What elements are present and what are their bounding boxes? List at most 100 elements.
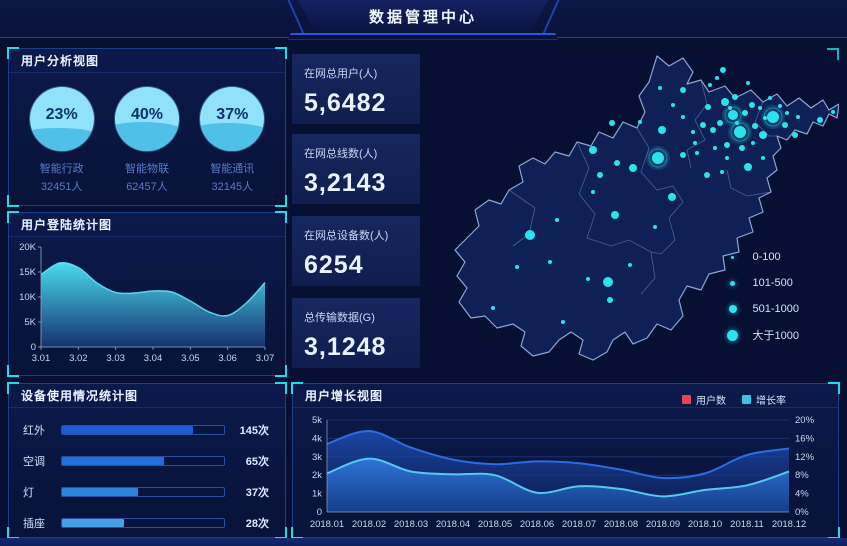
panel-user-analysis: 用户分析视图 23% 智能行政 32451人 40% 智能物联 62457人 bbox=[7, 47, 287, 206]
login-stats-chart[interactable]: 0 5K 10K 15K 20K 3.01 3.02 3.03 3.04 3.05 3.06 3.07 bbox=[9, 237, 275, 373]
stat-card-total-users: 在网总用户(人) 5,6482 bbox=[292, 54, 420, 124]
panel-device-usage-title: 设备使用情况统计图 bbox=[9, 384, 285, 408]
panel-login-stats: 用户登陆统计图 0 5K 10K 15K 20K 3.01 3.02 3.03 3.04 3.05… bbox=[7, 211, 287, 376]
bar-row-socket: 插座 28次 bbox=[23, 515, 269, 531]
svg-text:0: 0 bbox=[31, 342, 36, 353]
stat-card-total-lines: 在网总线数(人) 3,2143 bbox=[292, 134, 420, 204]
gauge-percent: 37% bbox=[216, 106, 249, 123]
panel-device-usage: 设备使用情况统计图 红外 145次 空调 65次 灯 37次 插座 28次 bbox=[7, 382, 287, 538]
svg-text:2018.05: 2018.05 bbox=[478, 519, 512, 530]
user-growth-chart[interactable]: 0 1k 2k 3k 4k 5k 0% 4% 8% 12% 16% 20% 2018.01 2018.02… bbox=[293, 408, 833, 536]
gauge-label: 智能物联 bbox=[124, 163, 169, 175]
map-inner-borders bbox=[508, 79, 777, 295]
gauge-circle: 37% bbox=[200, 87, 265, 151]
svg-text:5k: 5k bbox=[312, 415, 322, 426]
svg-text:2018.01: 2018.01 bbox=[310, 519, 344, 530]
title-underline-decor bbox=[288, 33, 558, 40]
legend-swatch-icon bbox=[682, 395, 691, 404]
legend-label: 大于1000 bbox=[752, 330, 799, 342]
gauge-circle: 40% bbox=[114, 87, 179, 151]
stat-value: 3,1248 bbox=[304, 333, 387, 361]
bar-category: 插座 bbox=[23, 518, 45, 530]
svg-text:2k: 2k bbox=[312, 470, 322, 481]
growth-chart-legend: 用户数 增长率 bbox=[682, 392, 786, 407]
bar-category: 灯 bbox=[23, 487, 34, 499]
stat-card-total-data: 总传输数据(G) 3,1248 bbox=[292, 298, 420, 368]
map-scatter-dots bbox=[491, 67, 835, 324]
legend-label: 0-100 bbox=[752, 251, 781, 263]
svg-text:20K: 20K bbox=[19, 242, 37, 253]
legend-dot-icon bbox=[728, 305, 737, 313]
legend-item-growth-rate[interactable]: 增长率 bbox=[742, 392, 786, 407]
svg-text:2018.11: 2018.11 bbox=[730, 519, 764, 530]
gauge-liquid-fill bbox=[29, 127, 94, 151]
gauge-percent: 23% bbox=[45, 106, 78, 123]
stat-label: 在网总线数(人) bbox=[304, 148, 378, 160]
legend-dot-icon bbox=[730, 280, 735, 286]
map-svg[interactable] bbox=[425, 48, 840, 376]
gauge-count: 62457人 bbox=[126, 181, 168, 193]
map-legend: 0-100 101-500 501-1000 大于1000 bbox=[727, 244, 800, 348]
header: 数据管理中心 bbox=[0, 0, 847, 40]
svg-text:15K: 15K bbox=[19, 267, 37, 278]
gauge-label: 智能行政 bbox=[39, 163, 84, 175]
page-title: 数据管理中心 bbox=[298, 0, 548, 33]
svg-text:4%: 4% bbox=[795, 489, 809, 500]
svg-text:3.04: 3.04 bbox=[144, 353, 163, 364]
svg-text:2018.02: 2018.02 bbox=[352, 519, 386, 530]
bar-track bbox=[61, 456, 225, 466]
svg-text:12%: 12% bbox=[795, 452, 815, 463]
gauge-percent: 40% bbox=[130, 106, 163, 123]
svg-text:16%: 16% bbox=[795, 433, 815, 444]
stat-label: 总传输数据(G) bbox=[304, 312, 375, 324]
svg-text:2018.04: 2018.04 bbox=[436, 519, 470, 530]
legend-dot-icon bbox=[727, 329, 738, 341]
gauge-count: 32145人 bbox=[211, 181, 254, 193]
bar-row-ac: 空调 65次 bbox=[23, 453, 269, 469]
svg-text:1k: 1k bbox=[312, 489, 322, 500]
bar-track bbox=[61, 518, 225, 528]
svg-text:5K: 5K bbox=[24, 317, 36, 328]
svg-text:2018.06: 2018.06 bbox=[520, 519, 554, 530]
gauge-circle: 23% bbox=[29, 87, 94, 151]
bar-row-light: 灯 37次 bbox=[23, 484, 269, 500]
gauge-smart-admin: 23% 智能行政 32451人 bbox=[23, 87, 101, 194]
bar-value: 28次 bbox=[245, 518, 269, 530]
svg-text:2018.09: 2018.09 bbox=[646, 519, 680, 530]
panel-user-growth: 用户增长视图 用户数 增长率 0 1k 2k 3k 4k 5 bbox=[291, 382, 840, 538]
svg-text:2018.08: 2018.08 bbox=[604, 519, 638, 530]
gauge-row: 23% 智能行政 32451人 40% 智能物联 62457人 37% 智能通讯 bbox=[9, 73, 285, 194]
svg-text:3.05: 3.05 bbox=[181, 353, 200, 364]
map-legend-item-0-100: 0-100 bbox=[727, 244, 800, 270]
svg-text:3.02: 3.02 bbox=[69, 353, 88, 364]
legend-label: 增长率 bbox=[756, 396, 786, 407]
gauge-smart-iot: 40% 智能物联 62457人 bbox=[108, 87, 186, 194]
svg-text:3.03: 3.03 bbox=[106, 353, 125, 364]
gauge-smart-comm: 37% 智能通讯 32145人 bbox=[193, 87, 271, 194]
bar-fill bbox=[62, 488, 139, 496]
gauge-label: 智能通讯 bbox=[210, 163, 255, 175]
svg-text:4k: 4k bbox=[312, 433, 322, 444]
svg-text:2018.10: 2018.10 bbox=[688, 519, 722, 530]
stat-value: 6254 bbox=[304, 251, 364, 279]
gauge-liquid-fill bbox=[200, 123, 265, 151]
legend-label: 501-1000 bbox=[752, 303, 800, 315]
gauge-count: 32451人 bbox=[40, 181, 83, 193]
gauge-liquid-fill bbox=[114, 122, 179, 151]
bar-category: 红外 bbox=[23, 425, 45, 437]
panel-user-analysis-title: 用户分析视图 bbox=[9, 49, 285, 73]
panel-login-stats-title: 用户登陆统计图 bbox=[9, 213, 285, 237]
svg-text:2018.03: 2018.03 bbox=[394, 519, 428, 530]
bar-category: 空调 bbox=[23, 456, 45, 468]
region-map: 0-100 101-500 501-1000 大于1000 bbox=[425, 48, 840, 376]
map-legend-item-101-500: 101-500 bbox=[727, 270, 800, 296]
legend-item-users[interactable]: 用户数 bbox=[682, 392, 726, 407]
svg-text:3.06: 3.06 bbox=[218, 353, 237, 364]
svg-text:3.07: 3.07 bbox=[256, 353, 275, 364]
bar-track bbox=[61, 425, 225, 435]
stat-card-total-devices: 在网总设备数(人) 6254 bbox=[292, 216, 420, 286]
panel-user-growth-title: 用户增长视图 bbox=[293, 384, 838, 408]
bar-row-infrared: 红外 145次 bbox=[23, 422, 269, 438]
svg-text:0: 0 bbox=[317, 507, 322, 518]
